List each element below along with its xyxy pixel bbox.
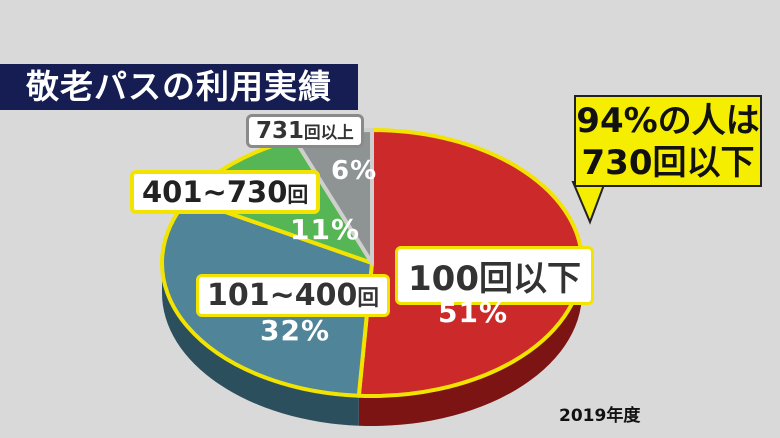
slice-label-unit: 回以上	[304, 123, 354, 142]
slice-label-100-or-less: 100回以下	[395, 246, 594, 305]
slice-label-unit: 回以下	[478, 259, 581, 299]
slice-label-main: 101~400	[207, 278, 358, 313]
slice-percent-100-or-less: 51%	[438, 296, 509, 329]
year-note: 2019年度	[559, 406, 641, 426]
chart-title: 敬老パスの利用実績	[0, 64, 358, 110]
callout-box: 94%の人は 730回以下	[574, 95, 762, 187]
slice-percent-401-730: 11%	[290, 213, 361, 246]
slice-label-main: 100	[408, 259, 479, 299]
callout-line2: 730回以下	[581, 143, 755, 183]
slice-label-401-730: 401~730回	[130, 170, 321, 214]
slice-side-s101	[162, 263, 359, 426]
slice-percent-101-400: 32%	[260, 314, 331, 347]
slice-label-main: 731	[256, 118, 305, 144]
slice-percent-731-or-more: 6%	[331, 156, 378, 186]
slice-label-101-400: 101~400回	[196, 274, 390, 317]
callout-pointer	[571, 181, 607, 225]
slice-label-731-or-more: 731回以上	[246, 114, 364, 148]
slice-label-unit: 回	[287, 183, 309, 207]
slice-label-main: 401~730	[142, 175, 288, 209]
slice-side-s100	[358, 263, 582, 426]
callout-line1: 94%の人は	[576, 101, 760, 141]
slice-label-unit: 回	[357, 286, 379, 311]
